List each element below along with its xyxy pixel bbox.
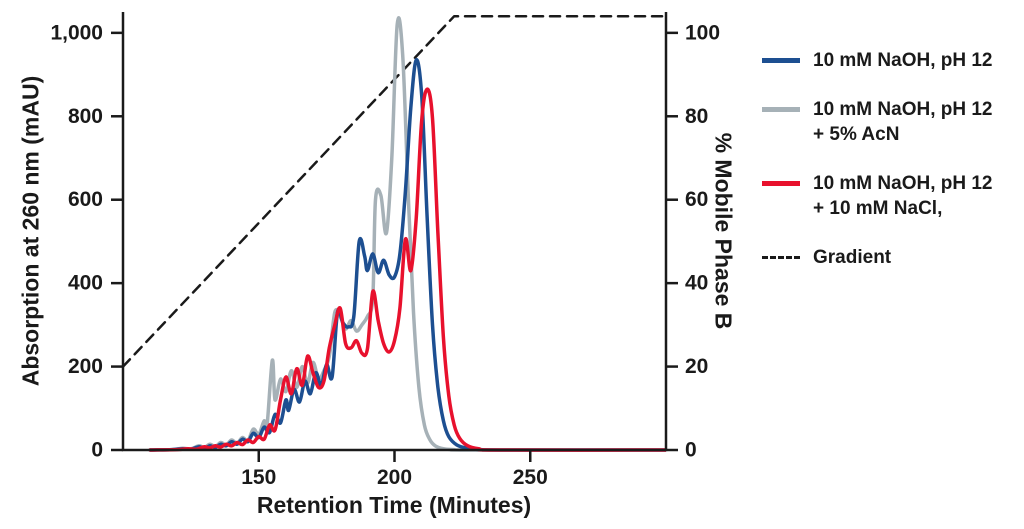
x-tick-label: 250 [513, 466, 548, 489]
y-right-tick-label: 20 [685, 355, 708, 378]
legend-label: 10 mM NaOH, pH 12 + 5% AcN [813, 99, 993, 146]
legend-item-naoh: 10 mM NaOH, pH 12 [762, 48, 993, 73]
y-right-tick-label: 60 [685, 188, 708, 211]
y-left-tick-label: 600 [68, 188, 103, 211]
axes [111, 12, 678, 462]
y-left-tick-label: 0 [91, 439, 103, 462]
x-tick-label: 150 [241, 466, 276, 489]
y-left-tick-label: 400 [68, 272, 103, 295]
y-right-tick-label: 40 [685, 272, 708, 295]
series-trace [148, 58, 666, 452]
y-axis-left-title: Absorption at 260 nm (mAU) [17, 75, 44, 387]
series-group [123, 14, 666, 452]
legend: 10 mM NaOH, pH 12 10 mM NaOH, pH 12 + 5%… [762, 48, 993, 270]
legend-item-gradient: Gradient [762, 245, 993, 270]
series-trace [148, 16, 666, 452]
legend-label: Gradient [813, 247, 892, 269]
legend-label: 10 mM NaOH, pH 12 + 10 mM NaCl, [813, 173, 993, 220]
y-left-tick-label: 200 [68, 355, 103, 378]
y-right-tick-label: 80 [685, 105, 708, 128]
y-right-tick-label: 0 [685, 439, 697, 462]
x-axis-title: Retention Time (Minutes) [256, 492, 532, 518]
y-left-tick-label: 1,000 [50, 21, 103, 44]
y-axis-right-title: % Mobile Phase B [710, 132, 737, 330]
gray-line-swatch-icon [762, 107, 800, 113]
series-gradient [123, 14, 666, 368]
series-trace [148, 87, 666, 452]
legend-item-naoh-nacl: 10 mM NaOH, pH 12 + 10 mM NaCl, [762, 171, 993, 221]
x-tick-label: 200 [377, 466, 412, 489]
legend-label: 10 mM NaOH, pH 12 [813, 50, 993, 71]
red-line-swatch-icon [762, 181, 800, 187]
legend-item-naoh-acn: 10 mM NaOH, pH 12 + 5% AcN [762, 97, 993, 147]
dashed-line-swatch-icon [762, 256, 800, 260]
y-left-tick-label: 800 [68, 105, 103, 128]
y-right-tick-label: 100 [685, 21, 720, 44]
blue-line-swatch-icon [762, 58, 800, 63]
